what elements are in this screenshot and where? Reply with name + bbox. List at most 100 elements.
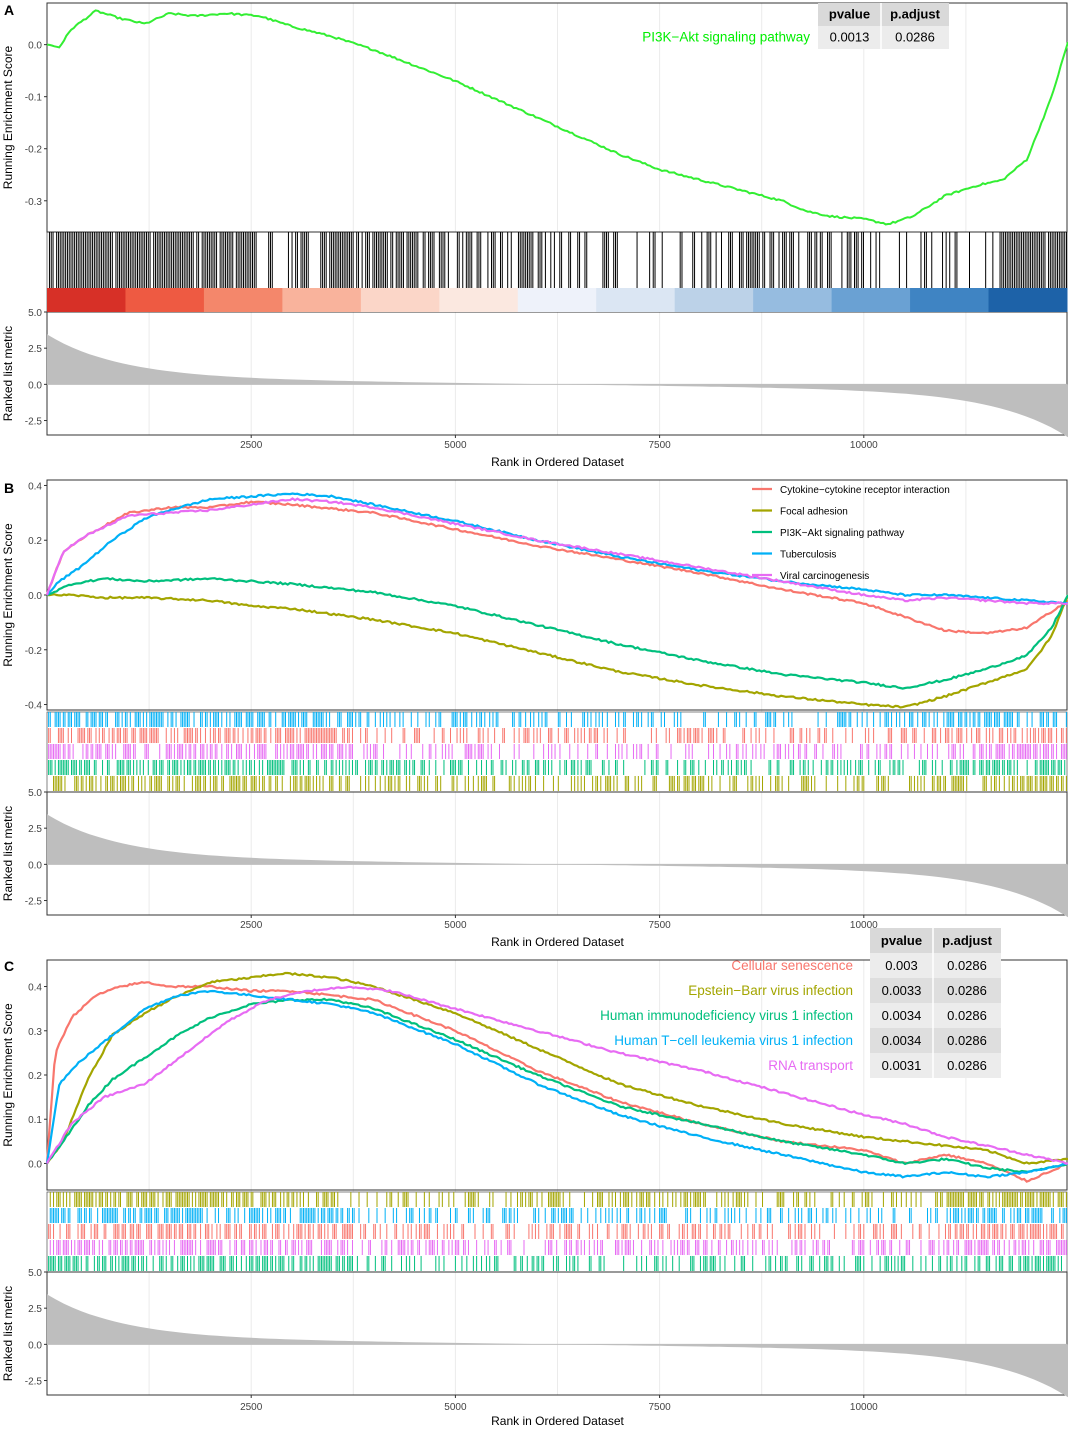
rank-color-band-segment	[203, 288, 283, 312]
legend-label: Viral carcinogenesis	[780, 571, 869, 582]
pvalue-table-row	[818, 26, 949, 49]
pvalue-table-row	[870, 1003, 1001, 1028]
y-tick-label: 0.0	[28, 1159, 42, 1170]
y-tick-label: 0.2	[28, 536, 42, 547]
metric-y-tick-label: 2.5	[28, 1304, 42, 1315]
legend-label: PI3K−Akt signaling pathway	[780, 528, 904, 539]
rank-color-band-segment	[125, 288, 205, 312]
legend-label: Tuberculosis	[780, 550, 836, 561]
x-tick-label: 10000	[850, 920, 878, 931]
rank-color-band-segment	[753, 288, 833, 312]
y-tick-label: -0.3	[25, 197, 43, 208]
rank-color-band-segment	[47, 288, 126, 312]
table-header-padjust: p.adjust	[942, 933, 993, 948]
rank-color-band-segment	[596, 288, 676, 312]
pvalue-table-header	[870, 928, 1001, 953]
table-header-pvalue: pvalue	[881, 933, 922, 948]
x-tick-label: 2500	[240, 920, 263, 931]
table-cell-pvalue: 0.0034	[882, 1008, 922, 1023]
x-axis-label: Rank in Ordered Dataset	[491, 935, 624, 949]
metric-y-tick-label: 0.0	[28, 860, 42, 871]
es-curve	[46, 593, 1068, 709]
es-curve	[45, 989, 1068, 1179]
table-header-padjust: p.adjust	[890, 7, 941, 22]
y-axis-label: Running Enrichment Score	[1, 45, 15, 189]
y-tick-label: 0.4	[28, 481, 42, 492]
pvalue-table-row	[870, 1053, 1001, 1078]
x-axis-label: Rank in Ordered Dataset	[491, 455, 624, 469]
x-tick-label: 2500	[240, 440, 263, 451]
es-curve	[46, 971, 1068, 1165]
metric-y-tick-label: 2.5	[28, 344, 42, 355]
rank-color-band-segment	[282, 288, 362, 312]
metric-y-tick-label: 5.0	[28, 1268, 42, 1279]
es-curve	[46, 9, 1068, 226]
panel-letter: A	[4, 2, 14, 18]
pvalue-table-row	[870, 978, 1001, 1003]
y-tick-label: 0.4	[28, 983, 42, 994]
y-axis-label: Running Enrichment Score	[1, 1003, 15, 1147]
ranked-list-metric-area	[47, 1294, 1068, 1398]
metric-y-tick-label: -2.5	[25, 417, 43, 428]
y-tick-label: -0.2	[25, 145, 43, 156]
y-tick-label: -0.2	[25, 646, 43, 657]
table-cell-padjust: 0.0286	[947, 958, 987, 973]
y-tick-label: 0.3	[28, 1027, 42, 1038]
table-row-geneset-name: Epstein−Barr virus infection	[688, 983, 853, 998]
pvalue-table-row	[870, 1028, 1001, 1053]
es-curve	[46, 997, 1068, 1174]
metric-y-tick-label: 0.0	[28, 380, 42, 391]
table-cell-padjust: 0.0286	[947, 983, 987, 998]
pvalue-table-header	[818, 3, 949, 26]
table-cell-padjust: 0.0286	[895, 30, 935, 45]
metric-y-tick-label: 2.5	[28, 824, 42, 835]
table-cell-pvalue: 0.0031	[882, 1058, 922, 1073]
metric-y-tick-label: -2.5	[25, 1377, 43, 1388]
table-row-geneset-name: Human T−cell leukemia virus 1 infection	[614, 1033, 853, 1048]
y-tick-label: 0.0	[28, 41, 42, 52]
x-axis-label: Rank in Ordered Dataset	[491, 1414, 624, 1428]
ranked-list-metric-area	[47, 814, 1068, 918]
metric-y-tick-label: 5.0	[28, 788, 42, 799]
panel-b: B 0.4 0.2 0.0 -0.2 -0.4 Running Enrichment Sco…	[1, 479, 1068, 949]
es-curve	[45, 497, 1068, 606]
rank-color-band-segment	[831, 288, 911, 312]
x-tick-label: 7500	[648, 440, 671, 451]
table-cell-padjust: 0.0286	[947, 1058, 987, 1073]
table-row-geneset-name: Cellular senescence	[731, 958, 853, 973]
panel-c: C 0.4 0.3 0.2 0.1 0.0 Running Enrichment Score…	[1, 928, 1068, 1428]
table-cell-pvalue: 0.0013	[830, 30, 870, 45]
y-tick-label: -0.4	[25, 701, 43, 712]
x-tick-label: 2500	[240, 1402, 263, 1413]
metric-y-tick-label: -2.5	[25, 897, 43, 908]
x-tick-label: 5000	[444, 1402, 467, 1413]
panel-a: A 0.0 -0.1 -0.2 -0.3 Running Enrichment Score…	[1, 2, 1068, 469]
y-tick-label: 0.0	[28, 591, 42, 602]
rank-color-band-segment	[360, 288, 440, 312]
panel-letter: B	[4, 480, 14, 496]
rank-color-band-segment	[910, 288, 990, 312]
table-row-geneset-name: PI3K−Akt signaling pathway	[642, 30, 810, 45]
pvalue-table-row	[870, 953, 1001, 978]
x-tick-label: 10000	[850, 1402, 878, 1413]
panel-letter: C	[4, 958, 14, 974]
table-cell-pvalue: 0.003	[885, 958, 918, 973]
table-cell-pvalue: 0.0034	[882, 1033, 922, 1048]
ranked-list-metric-area	[47, 334, 1068, 438]
es-curve	[46, 577, 1068, 690]
table-cell-padjust: 0.0286	[947, 1008, 987, 1023]
table-cell-padjust: 0.0286	[947, 1033, 987, 1048]
y-tick-label: 0.1	[28, 1115, 42, 1126]
metric-y-axis-label: Ranked list metric	[1, 1286, 15, 1381]
es-curve	[45, 500, 1068, 635]
x-tick-label: 7500	[648, 1402, 671, 1413]
y-axis-label: Running Enrichment Score	[1, 523, 15, 667]
es-curve	[46, 985, 1068, 1165]
x-tick-label: 10000	[850, 440, 878, 451]
x-tick-label: 7500	[648, 920, 671, 931]
table-row-geneset-name: Human immunodeficiency virus 1 infection	[600, 1008, 853, 1023]
y-tick-label: 0.2	[28, 1071, 42, 1082]
metric-y-tick-label: 0.0	[28, 1340, 42, 1351]
x-tick-label: 5000	[444, 440, 467, 451]
